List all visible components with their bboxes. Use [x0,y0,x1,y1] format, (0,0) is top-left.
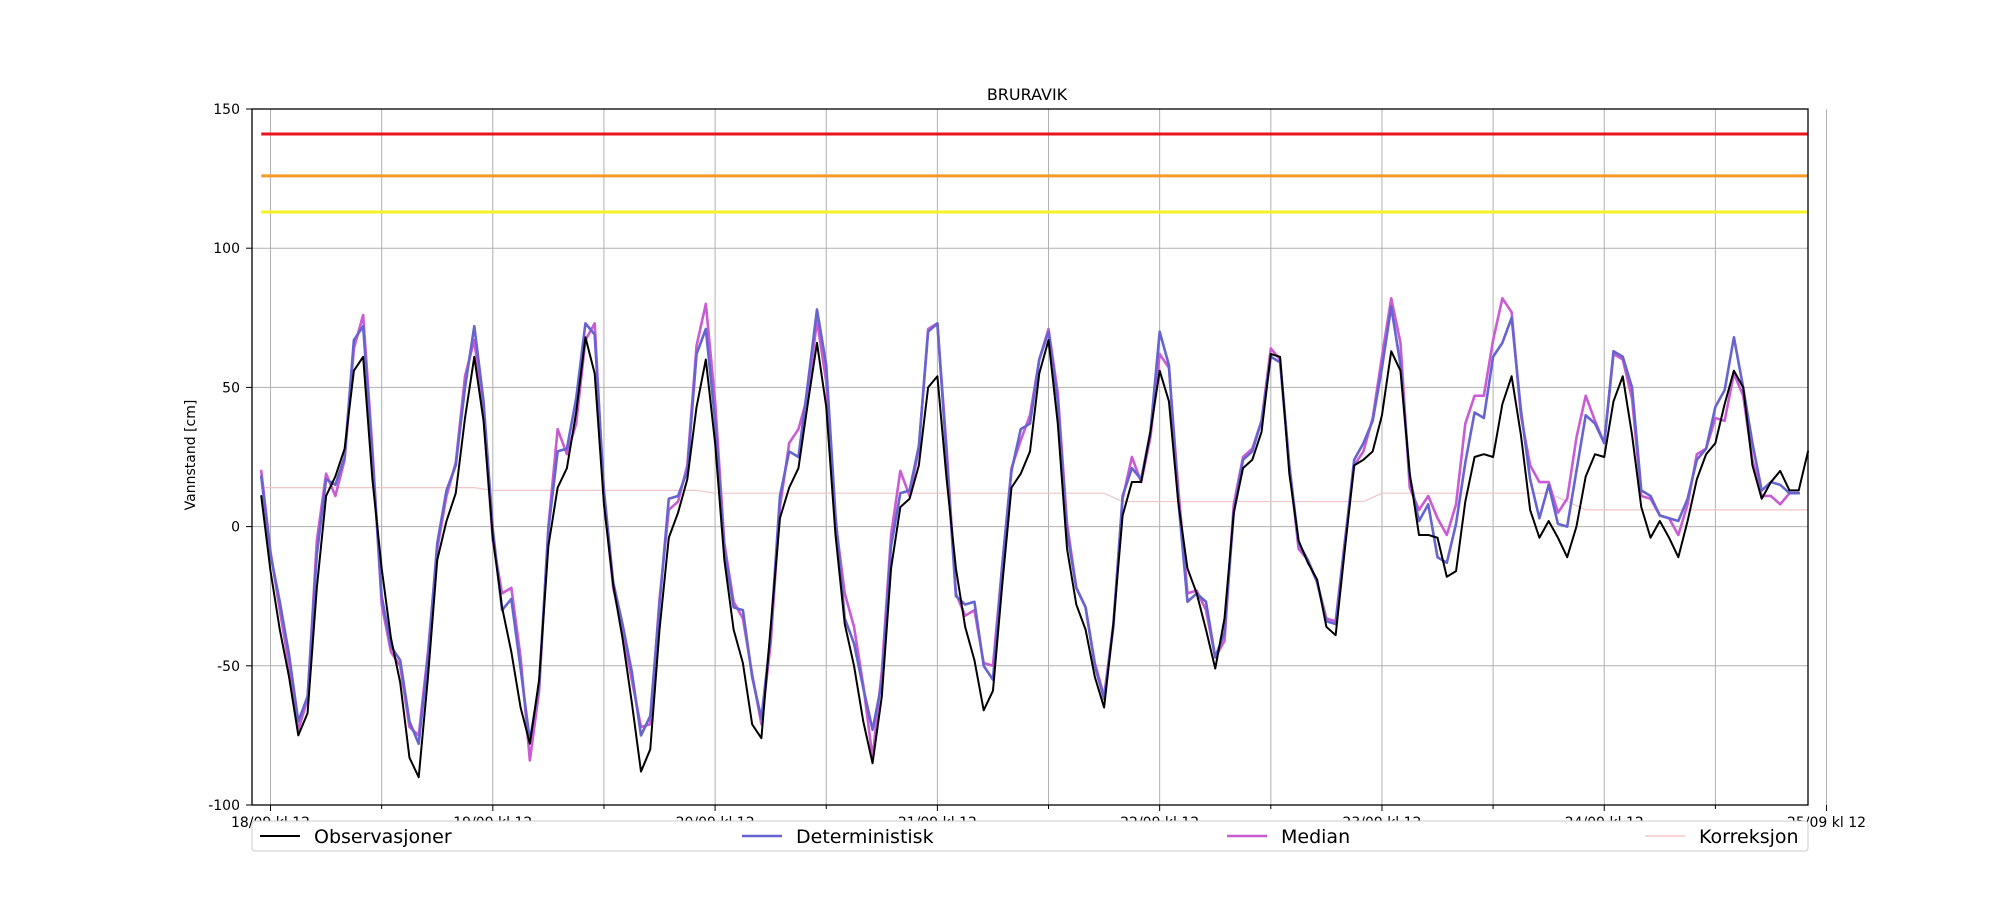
y-axis-label: Vannstand [cm] [183,400,199,511]
y-tick-label: -100 [208,798,240,814]
series-line-deterministisk [259,305,1801,746]
legend-label: Median [1281,826,1350,848]
y-tick-label: 150 [213,102,240,118]
plot-frame [251,108,1809,806]
y-tick-label: 0 [231,520,240,536]
legend-frame [251,820,1809,852]
legend-label: Korreksjon [1699,826,1799,848]
series-line-observasjoner [260,336,1809,779]
y-tick-label: 50 [222,380,240,396]
legend-label: Observasjoner [314,826,452,848]
y-tick-label: -50 [217,659,240,675]
legend-label: Deterministisk [796,826,934,848]
chart-title: BRURAVIK [987,85,1068,104]
legend: Observasjoner Deterministisk Median Korreks… [251,820,1809,852]
y-tick-label: 100 [213,241,240,257]
